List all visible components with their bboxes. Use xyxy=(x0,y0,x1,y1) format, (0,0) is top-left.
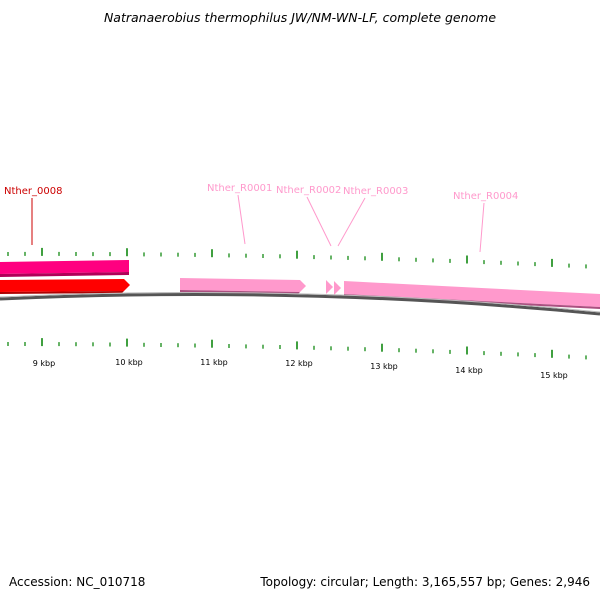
leader-nther-r0003 xyxy=(337,197,366,247)
kbp-label-10: 10 kbp xyxy=(115,358,143,367)
map-title: Natranaerobius thermophilus JW/NM-WN-LF,… xyxy=(104,10,496,25)
kbp-label-9: 9 kbp xyxy=(33,359,55,368)
bottom-tick-marks xyxy=(7,338,587,360)
kbp-label-13: 13 kbp xyxy=(370,362,398,371)
gene-label-nther-0008[interactable]: Nther_0008 xyxy=(4,186,62,197)
gene-label-nther-r0001[interactable]: Nther_R0001 xyxy=(207,183,272,194)
top-tick-marks xyxy=(7,247,587,269)
leader-nther-r0001 xyxy=(237,194,246,245)
genome-summary-text: Topology: circular; Length: 3,165,557 bp… xyxy=(259,575,590,589)
genome-backbone-highlight xyxy=(0,291,600,313)
leader-nther-r0002 xyxy=(306,196,332,247)
gene-label-nther-r0003[interactable]: Nther_R0003 xyxy=(343,186,408,197)
rna-gene-r0004[interactable] xyxy=(344,281,600,307)
kbp-label-12: 12 kbp xyxy=(285,359,313,368)
rna-gene-r0003[interactable] xyxy=(334,281,341,295)
leader-nther-r0004 xyxy=(479,202,485,253)
kbp-label-15: 15 kbp xyxy=(540,371,568,380)
genome-backbone xyxy=(0,292,600,316)
kbp-label-11: 11 kbp xyxy=(200,358,228,367)
gene-label-nther-r0004[interactable]: Nther_R0004 xyxy=(453,191,518,202)
kbp-label-14: 14 kbp xyxy=(455,366,483,375)
accession-text: Accession: NC_010718 xyxy=(9,575,145,589)
gene-label-nther-r0002[interactable]: Nther_R0002 xyxy=(276,185,341,196)
reverse-cds-arrow-shadow xyxy=(0,291,124,294)
reverse-cds-arrow[interactable] xyxy=(0,279,130,292)
forward-cds-band[interactable] xyxy=(0,260,129,274)
rna-gene-r0002[interactable] xyxy=(326,280,333,294)
forward-cds-band-shadow xyxy=(0,272,129,277)
rna-gene-r0001[interactable] xyxy=(180,278,306,292)
